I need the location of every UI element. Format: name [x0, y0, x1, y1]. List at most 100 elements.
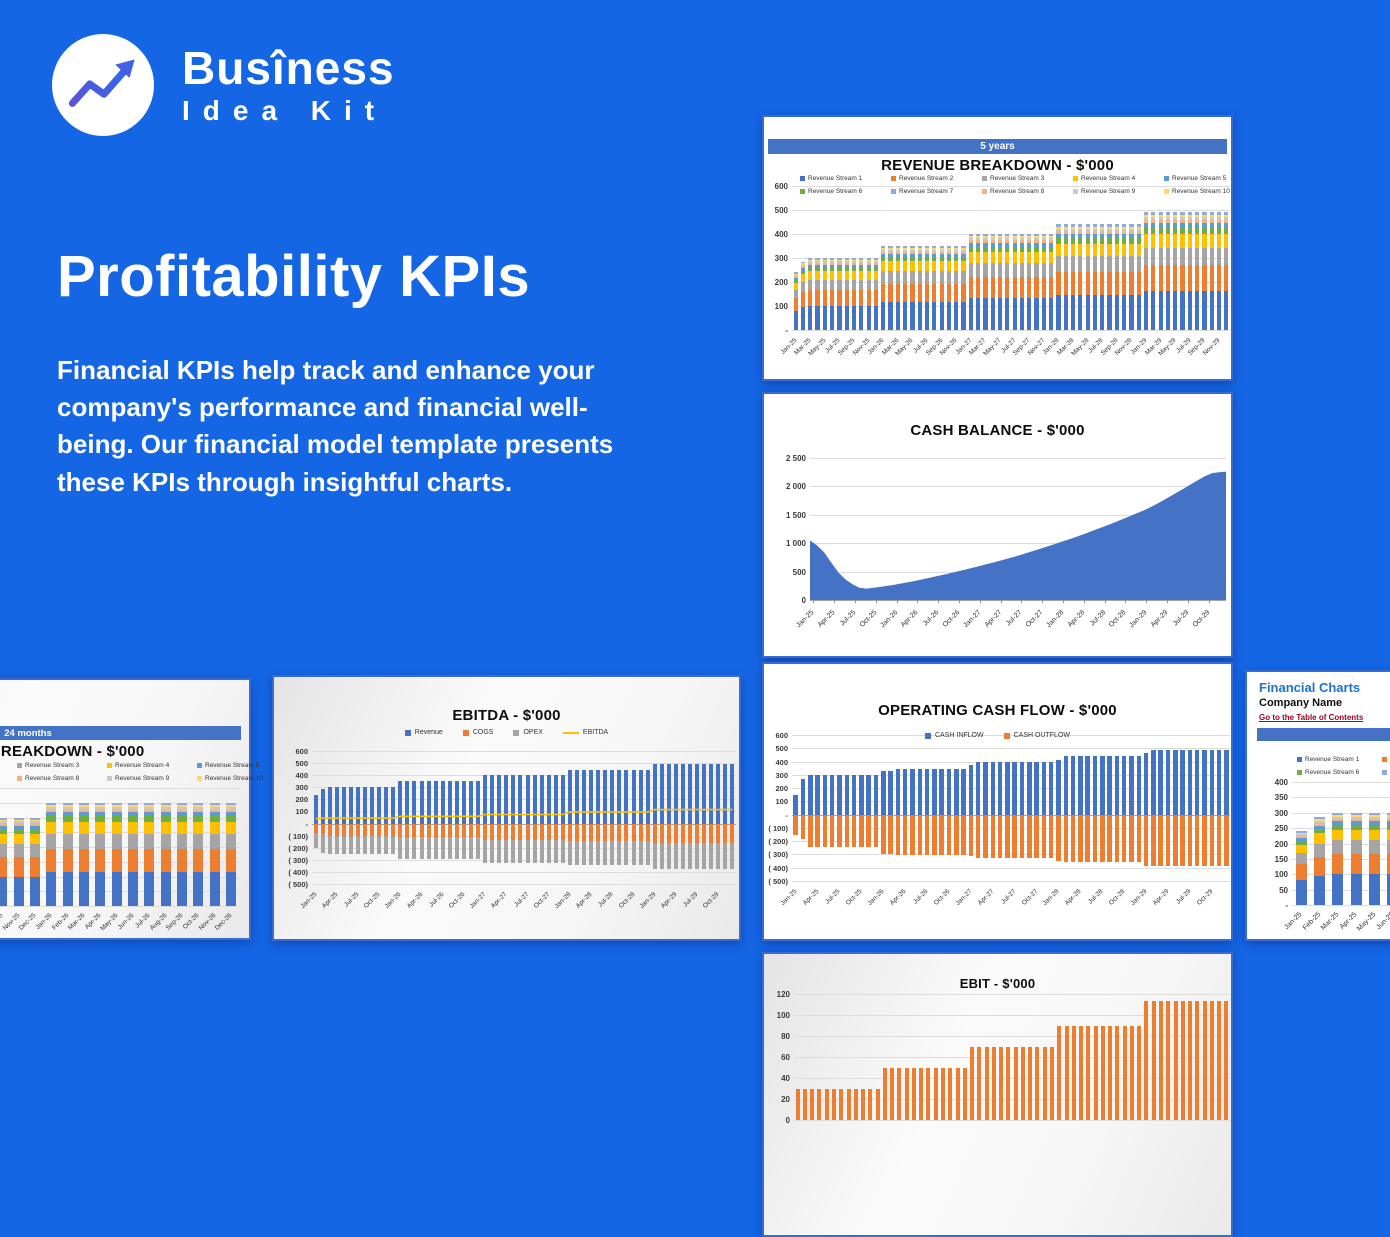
- stacked-bar-segment: [881, 283, 886, 303]
- stacked-bar-segment: [946, 261, 952, 272]
- y-axis-label: 600: [775, 731, 788, 740]
- legend-marker-icon: [891, 189, 896, 194]
- bar: [968, 814, 974, 857]
- stacked-bar-segment: [1129, 231, 1134, 235]
- legend-label: COGS: [472, 729, 494, 736]
- bar: [419, 837, 424, 859]
- legend-marker-icon: [800, 189, 805, 194]
- stacked-bar-segment: [1350, 818, 1362, 822]
- stacked-bar-segment: [1063, 243, 1068, 257]
- bar: [666, 764, 671, 824]
- stacked-bar-segment: [1019, 236, 1025, 239]
- bar: [320, 823, 325, 835]
- brand-name: Busîness: [182, 42, 395, 94]
- bar: [730, 843, 735, 869]
- stacked-bar-segment: [1092, 226, 1098, 229]
- bar: [659, 843, 664, 869]
- bar: [398, 781, 403, 824]
- stacked-bar-segment: [1195, 223, 1200, 229]
- bar: [631, 823, 636, 842]
- bar: [1180, 1001, 1185, 1120]
- stacked-bar-segment: [1165, 233, 1171, 248]
- bar: [1202, 749, 1207, 815]
- y-axis-label: 600: [774, 182, 788, 191]
- stacked-bar-segment: [800, 282, 806, 293]
- bar: [560, 839, 565, 863]
- stacked-bar-segment: [983, 298, 988, 330]
- stacked-bar-segment: [1107, 231, 1112, 235]
- stacked-bar-segment: [1005, 242, 1010, 247]
- stacked-bar-segment: [881, 271, 886, 284]
- stacked-bar-segment: [1041, 242, 1046, 247]
- stacked-bar-segment: [990, 242, 995, 247]
- stacked-bar-segment: [1027, 277, 1032, 299]
- stacked-bar-segment: [193, 816, 204, 822]
- stacked-bar-segment: [1049, 246, 1054, 252]
- bar: [1006, 1046, 1011, 1120]
- bar: [341, 835, 346, 855]
- bar: [709, 823, 714, 844]
- stacked-bar-segment: [983, 236, 988, 239]
- legend-label: Revenue Stream 10: [205, 775, 263, 782]
- stacked-bar-segment: [1165, 217, 1171, 221]
- stacked-bar-segment: [859, 267, 864, 272]
- period-tag-24-months-mini: 24 months: [1257, 728, 1390, 741]
- stacked-bar-segment: [1295, 831, 1307, 833]
- bar: [866, 814, 871, 848]
- bar: [793, 795, 798, 815]
- panel-ebit: EBIT - $'000 0 20 40 60 80 100 120: [762, 952, 1233, 1237]
- stacked-bar-segment: [1027, 240, 1032, 243]
- stacked-bar-segment: [1136, 238, 1141, 244]
- stacked-bar-segment: [13, 817, 24, 820]
- stacked-bar-segment: [800, 292, 806, 308]
- bar: [539, 775, 544, 824]
- stacked-bar-segment: [1070, 231, 1076, 235]
- stacked-bar-segment: [160, 807, 171, 810]
- stacked-bar-segment: [793, 310, 798, 330]
- stacked-bar-segment: [1158, 228, 1163, 234]
- stacked-bar-segment: [800, 274, 806, 283]
- bar: [1078, 755, 1083, 815]
- stacked-bar-segment: [225, 807, 236, 810]
- legend-marker-icon: [800, 176, 805, 181]
- stacked-bar-segment: [1202, 223, 1207, 229]
- stacked-bar-segment: [808, 261, 813, 263]
- stacked-bar-segment: [917, 257, 922, 262]
- bar: [902, 768, 908, 815]
- page-title: Profitability KPIs: [57, 244, 531, 309]
- bar: [968, 764, 974, 815]
- bar: [363, 835, 367, 855]
- bar: [1180, 749, 1185, 815]
- stacked-bar-segment: [1224, 215, 1229, 218]
- y-axis-label: 400: [774, 230, 788, 239]
- bar: [433, 781, 438, 824]
- gridline: [792, 186, 1230, 187]
- axis-tick: [813, 600, 815, 603]
- bar: [831, 1088, 836, 1120]
- stacked-bar-segment: [1092, 224, 1098, 227]
- stacked-bar-segment: [895, 253, 900, 258]
- table-of-contents-link[interactable]: Go to the Table of Contents: [1259, 713, 1364, 722]
- stacked-bar-segment: [1180, 247, 1185, 266]
- bar: [829, 774, 835, 815]
- y-axis-label: 200: [774, 278, 788, 287]
- stacked-bar-segment: [1100, 226, 1105, 229]
- stacked-bar-segment: [62, 807, 73, 810]
- stacked-bar-segment: [976, 298, 981, 330]
- chart-title-ebitda: EBITDA - $'000: [452, 707, 561, 724]
- stacked-bar-segment: [800, 267, 806, 271]
- bar: [426, 781, 431, 824]
- stacked-bar-segment: [910, 249, 915, 252]
- bar: [681, 823, 685, 844]
- legend-label: Revenue Stream 6: [1305, 769, 1360, 776]
- stacked-bar-segment: [1049, 298, 1054, 330]
- stacked-bar-segment: [895, 283, 900, 303]
- stacked-bar-segment: [1027, 262, 1032, 278]
- y-axis-label: 60: [781, 1053, 790, 1062]
- stacked-bar-segment: [176, 809, 187, 813]
- bar: [695, 843, 700, 869]
- stacked-bar-segment: [78, 805, 89, 808]
- bar: [504, 823, 509, 840]
- bar: [681, 764, 685, 824]
- gridline: [792, 814, 1230, 816]
